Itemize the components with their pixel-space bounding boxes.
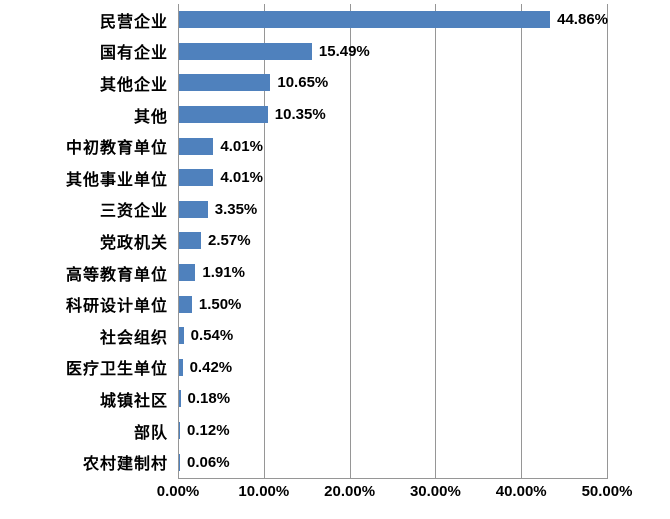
value-label: 0.18% — [187, 390, 231, 408]
gridline — [521, 4, 523, 478]
bar — [179, 106, 268, 124]
bar — [179, 200, 208, 218]
value-label: 0.42% — [189, 358, 233, 376]
bar-row: 0.06% — [179, 446, 608, 478]
category-label: 其他 — [133, 108, 168, 126]
bar — [179, 422, 181, 440]
bar-row: 4.01% — [179, 130, 608, 162]
category-label: 高等教育单位 — [65, 266, 168, 284]
value-label: 10.65% — [277, 74, 329, 92]
category-label: 农村建制村 — [82, 456, 168, 474]
bar-row: 15.49% — [179, 36, 608, 68]
x-tick-label: 40.00% — [495, 483, 547, 500]
category-label: 民营企业 — [99, 13, 168, 31]
value-label: 0.54% — [190, 327, 234, 345]
value-label: 1.91% — [202, 264, 245, 282]
value-label: 1.50% — [198, 295, 242, 313]
category-label: 国有企业 — [99, 45, 168, 63]
value-label: 2.57% — [208, 232, 251, 250]
gridline — [263, 4, 265, 478]
category-label: 其他企业 — [99, 76, 168, 94]
bar — [179, 295, 192, 313]
gridline — [607, 4, 608, 478]
bar — [179, 358, 183, 376]
bar-row: 2.57% — [179, 225, 608, 257]
x-tick-label: 50.00% — [581, 483, 633, 500]
value-label: 15.49% — [318, 42, 370, 60]
bar-row: 0.12% — [179, 415, 608, 447]
value-label: 4.01% — [220, 169, 263, 187]
bar — [179, 264, 196, 282]
x-tick-label: 10.00% — [238, 483, 290, 500]
bar — [179, 232, 202, 250]
bar — [179, 390, 181, 408]
bar — [179, 327, 184, 345]
bar-row: 0.54% — [179, 320, 608, 352]
value-label: 4.01% — [220, 137, 263, 155]
bar — [179, 42, 312, 60]
value-label: 0.06% — [187, 453, 230, 471]
category-label: 三资企业 — [99, 203, 168, 221]
x-tick-label: 20.00% — [324, 483, 376, 500]
bar — [179, 169, 214, 187]
category-label: 科研设计单位 — [65, 298, 168, 316]
bar — [179, 137, 214, 155]
category-label: 其他事业单位 — [65, 171, 168, 189]
category-label: 部队 — [133, 424, 168, 442]
bar — [179, 74, 271, 92]
bar-row: 0.42% — [179, 352, 608, 384]
bar-row: 1.50% — [179, 288, 608, 320]
bar-row: 44.86% — [179, 4, 608, 36]
gridline — [435, 4, 437, 478]
bar-row: 10.35% — [179, 99, 608, 131]
bar-row: 3.35% — [179, 194, 608, 226]
category-label: 医疗卫生单位 — [65, 361, 168, 379]
category-axis: 民营企业国有企业其他企业其他中初教育单位 其他事业单位三资企业党政机关高等教育单位… — [0, 4, 168, 478]
category-label: 党政机关 — [99, 234, 168, 252]
x-tick-label: 0.00% — [156, 483, 200, 500]
bar — [179, 11, 551, 29]
bar-rows: 44.86% 15.49% 10.65% 10.35% 4.01% 4.01% 3.35% 2… — [179, 4, 608, 478]
bar-row: 10.65% — [179, 67, 608, 99]
plot-area: 44.86% 15.49% 10.65% 10.35% 4.01% 4.01% 3.35% 2… — [178, 4, 608, 479]
category-label: 城镇社区 — [99, 392, 168, 410]
gridline — [349, 4, 351, 478]
bar-row: 0.18% — [179, 383, 608, 415]
value-label: 10.35% — [274, 106, 326, 124]
bar-row: 1.91% — [179, 257, 608, 289]
value-label: 44.86% — [557, 11, 608, 29]
bar-row: 4.01% — [179, 162, 608, 194]
category-label: 社会组织 — [99, 329, 168, 347]
value-label: 0.12% — [187, 422, 230, 440]
x-axis: 0.00% 10.00% 20.00% 30.00% 40.00% 50.00% — [157, 483, 633, 507]
x-tick-label: 30.00% — [409, 483, 461, 500]
bar — [179, 453, 180, 471]
category-label: 中初教育单位 — [65, 140, 168, 158]
value-label: 3.35% — [214, 200, 258, 218]
